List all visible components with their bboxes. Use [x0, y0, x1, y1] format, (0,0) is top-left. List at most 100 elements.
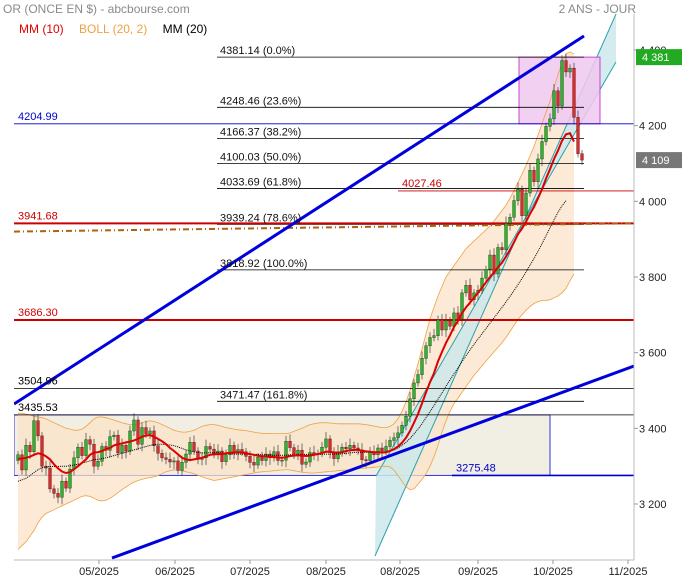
candle-body — [160, 453, 164, 459]
candle-body — [308, 452, 312, 463]
candle-body — [352, 445, 356, 449]
candle-body — [172, 460, 176, 463]
candle-body — [136, 419, 140, 445]
last-price-tag — [636, 49, 682, 66]
indicator-legend: MM (10) BOLL (20, 2) MM (20) — [19, 22, 219, 36]
candle-body — [388, 440, 392, 447]
candle-body — [496, 247, 500, 275]
candle-body — [208, 446, 212, 450]
candle-body — [420, 358, 424, 375]
bollinger-upper-line — [18, 51, 575, 435]
candle-body — [156, 445, 160, 454]
horizontal-level-label: 3275.48 — [456, 462, 496, 474]
candle-body — [564, 60, 568, 73]
candle-body — [400, 425, 404, 434]
candle-body — [560, 60, 564, 107]
date-axis-tick-label: 09/2025 — [458, 566, 498, 578]
legend-bollinger: BOLL (20, 2) — [79, 22, 148, 36]
candle-body — [368, 451, 372, 461]
candle-body — [228, 445, 232, 456]
candle-body — [500, 247, 504, 250]
candle-body — [276, 451, 280, 461]
chart-period: 2 ANS - JOUR — [558, 2, 636, 16]
candle-body — [220, 450, 224, 462]
price-axis-tick-label: 3 400 — [639, 423, 667, 435]
candle-body — [524, 192, 528, 216]
last-price-label: 4 381 — [642, 52, 670, 64]
candle-body — [112, 434, 116, 437]
candle-body — [284, 440, 288, 461]
candle-body — [296, 450, 300, 455]
candle-body — [252, 462, 256, 466]
candle-body — [576, 117, 580, 154]
candle-body — [212, 448, 216, 454]
candle-body — [76, 447, 80, 459]
price-axis-tick-label: 4 200 — [639, 121, 667, 133]
candle-body — [108, 436, 112, 451]
candle-body — [204, 446, 208, 459]
horizontal-level-label: 3504.96 — [18, 376, 58, 388]
date-axis-tick-label: 06/2025 — [155, 566, 195, 578]
candle-body — [60, 481, 64, 498]
candle-body — [536, 158, 540, 182]
candle-body — [532, 170, 536, 182]
fib-level-label: 4033.69 (61.8%) — [220, 177, 301, 189]
date-axis-tick-label: 10/2025 — [533, 566, 573, 578]
candle-body — [516, 189, 520, 201]
candle-body — [288, 440, 292, 448]
candle-body — [412, 382, 416, 400]
legend-ma20: MM (20) — [162, 22, 208, 36]
candle-body — [192, 442, 196, 452]
candle-body — [84, 439, 88, 456]
fib-level-label: 4100.03 (50.0%) — [220, 151, 301, 163]
fib-level-label: 3818.92 (100.0%) — [220, 258, 307, 270]
candle-body — [408, 398, 412, 417]
candle-body — [540, 141, 544, 160]
candle-body — [300, 450, 304, 465]
candle-body — [64, 481, 68, 489]
fib-level-label: 3471.47 (161.8%) — [220, 389, 307, 401]
price-axis-tick-label: 3 200 — [639, 499, 667, 511]
candle-body — [224, 454, 228, 462]
candle-body — [556, 90, 560, 107]
ma-price-tag — [636, 152, 682, 169]
price-axis-tick-label: 3 800 — [639, 272, 667, 284]
candle-body — [176, 460, 180, 471]
candle-body — [132, 419, 136, 432]
candle-body — [488, 254, 492, 270]
candle-body — [416, 374, 420, 384]
candle-body — [52, 488, 56, 494]
candle-body — [392, 437, 396, 441]
candle-body — [384, 446, 388, 452]
candle-body — [396, 432, 400, 438]
candle-body — [304, 461, 308, 465]
candle-body — [148, 430, 152, 435]
candle-body — [120, 445, 124, 454]
candle-body — [364, 459, 368, 461]
candle-body — [280, 459, 284, 462]
candle-body — [100, 446, 104, 462]
dotted-trend-line — [14, 222, 634, 233]
candle-body — [328, 438, 332, 453]
horizontal-level-label: 4204.99 — [18, 111, 58, 123]
price-axis-tick-label: 3 600 — [639, 348, 667, 360]
top-range-box — [518, 56, 601, 125]
candle-body — [180, 462, 184, 471]
candle-body — [80, 447, 84, 456]
ma-price-label: 4 109 — [642, 155, 670, 167]
candle-body — [520, 189, 524, 216]
candle-body — [32, 420, 36, 452]
candle-body — [568, 67, 572, 73]
candle-body — [424, 345, 428, 359]
candle-body — [48, 467, 52, 490]
candle-body — [404, 416, 408, 426]
candle-body — [96, 461, 100, 467]
candle-body — [552, 90, 556, 120]
fib-level-label: 4248.46 (23.6%) — [220, 95, 301, 107]
candle-body — [508, 217, 512, 224]
candle-body — [28, 445, 32, 452]
price-axis-tick-label: 4 000 — [639, 196, 667, 208]
candle-body — [88, 439, 92, 445]
